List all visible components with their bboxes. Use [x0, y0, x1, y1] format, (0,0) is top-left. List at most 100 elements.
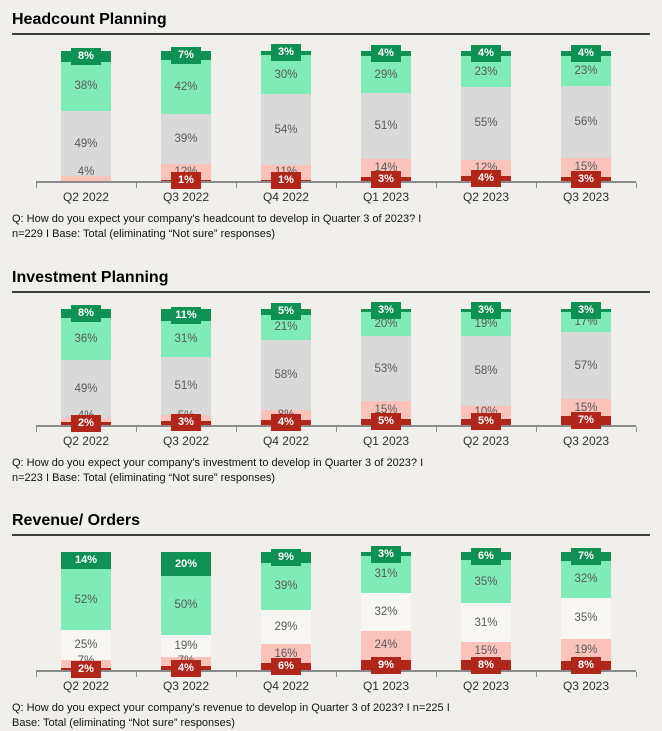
- chart-title-revenue: Revenue/ Orders: [12, 512, 141, 530]
- stacked-bar: 11%31%51%5%3%: [161, 306, 211, 432]
- data-label-callout: 20%: [170, 555, 202, 573]
- x-axis-tick-label: Q3 2022: [162, 433, 210, 448]
- axis-tick: [636, 183, 637, 188]
- data-label-callout: 3%: [471, 302, 501, 320]
- data-label: 15%: [374, 403, 398, 416]
- data-label-callout: 5%: [371, 413, 401, 431]
- data-label-callout: 9%: [271, 549, 301, 567]
- stacked-bar: 9% 39% 29% 16% 6%: [261, 549, 311, 676]
- axis-tick: [336, 672, 337, 678]
- data-label: 31%: [374, 568, 398, 581]
- data-label-callout: 11%: [171, 306, 201, 324]
- axis-tick: [136, 183, 137, 188]
- bar-segment-neutral_middle: [261, 609, 311, 645]
- data-label: 50%: [174, 599, 198, 612]
- bar-segment-neutral_middle: [561, 597, 611, 639]
- data-label: 19%: [574, 643, 598, 656]
- data-label: 58%: [274, 369, 298, 382]
- bar-column: 14%52%25%7%2%: [36, 542, 136, 678]
- stacked-bar: 6% 35% 31% 15% 8%: [461, 547, 511, 674]
- data-label-callout: 4%: [171, 659, 201, 677]
- data-label: 53%: [374, 362, 398, 375]
- data-label: 16%: [274, 647, 298, 660]
- bar-segment-neutral_middle: [461, 335, 511, 407]
- chart-title-headcount: Headcount Planning: [12, 11, 167, 28]
- caption-line: Q: How do you expect your company's head…: [12, 213, 422, 225]
- stacked-bar: 20%50%19%7%4%: [161, 552, 211, 677]
- headcount-chart: 8%38%49%4%7%42%39%12%1%3%30%54%11%1%4%29…: [36, 41, 637, 204]
- bar-column: 7% 32% 35% 19% 8%: [536, 542, 636, 675]
- bar-column: 4% 29% 51% 14% 3%: [336, 41, 436, 188]
- data-label: 4%: [77, 166, 95, 178]
- stacked-bar: 3% 17% 57% 15% 7%: [561, 301, 611, 430]
- bar-segment-neutral_middle: [361, 336, 411, 401]
- bar-segment-neutral_middle: [261, 94, 311, 166]
- bar-segment-neutral_middle: [161, 114, 211, 165]
- bar-segment-light_green: [61, 61, 111, 112]
- bar-column: 4% 23% 55% 12% 4%: [436, 41, 536, 187]
- stacked-bar: 3% 31% 32% 24% 9%: [361, 545, 411, 674]
- stacked-bar: 4% 23% 55% 12% 4%: [461, 45, 511, 187]
- x-axis-tick-label: Q2 2023: [462, 433, 510, 448]
- x-axis-tick-label: Q4 2022: [262, 433, 310, 448]
- data-label-callout: 3%: [171, 414, 201, 432]
- data-label: 24%: [374, 639, 398, 652]
- bar-segment-light_green: [261, 54, 311, 95]
- data-label: 29%: [274, 620, 298, 633]
- x-axis-tick-label: Q3 2022: [162, 679, 210, 694]
- plot-area: 14%52%25%7%2%20%50%19%7%4%9%39%29%16%6%3…: [36, 542, 637, 678]
- chart-title-investment: Investment Planning: [12, 268, 169, 286]
- bar-segment-light_green: [61, 318, 111, 361]
- data-label: 15%: [474, 645, 498, 658]
- bar-segment-light_red: [61, 175, 111, 181]
- section-headcount: Headcount Planning 8%38%49%4%7%42%39%12%…: [0, 0, 662, 258]
- x-axis-labels: Q2 2022 Q3 2022 Q4 2022 Q1 2023 Q2 2023 Q3 20…: [36, 190, 636, 204]
- bar-segment-neutral_middle: [461, 603, 511, 642]
- axis-tick: [436, 426, 437, 432]
- bar-segment-neutral_middle: [61, 111, 111, 176]
- data-label-callout: 3%: [371, 302, 401, 319]
- data-label: 19%: [474, 317, 498, 330]
- data-label: 55%: [474, 117, 498, 130]
- data-label: 56%: [574, 115, 598, 128]
- data-label-callout: 1%: [271, 171, 301, 189]
- data-label-callout: 8%: [71, 304, 101, 322]
- stacked-bar: 3% 20% 53% 15% 5%: [361, 302, 411, 431]
- data-label-callout: 4%: [471, 45, 501, 63]
- title-rule: [12, 290, 650, 293]
- x-axis-tick-label: Q1 2023: [362, 433, 410, 448]
- title-rule: [12, 33, 650, 35]
- bar-segment-neutral_middle: [361, 93, 411, 160]
- data-label: 15%: [574, 161, 598, 174]
- data-label-callout: 7%: [571, 412, 601, 430]
- data-label-callout: 6%: [471, 547, 501, 565]
- data-label-callout: 4%: [571, 45, 601, 63]
- data-label-callout: 4%: [471, 169, 501, 187]
- stacked-bar: 8% 38% 49% 4%: [61, 47, 111, 181]
- data-label: 23%: [574, 64, 598, 77]
- axis-tick: [636, 672, 637, 678]
- axis-tick: [336, 183, 337, 188]
- bar-segment-light_green: [361, 56, 411, 94]
- data-label: 29%: [374, 68, 398, 81]
- axis-tick: [236, 672, 237, 678]
- x-axis-tick-label: Q2 2023: [462, 679, 510, 694]
- x-axis-tick-label: Q3 2023: [562, 190, 610, 204]
- caption-line: Q: How do you expect your company's inve…: [12, 456, 424, 469]
- data-label-callout: 4%: [371, 45, 401, 63]
- title-rule: [12, 534, 650, 537]
- x-axis-labels: Q2 2022 Q3 2022 Q4 2022 Q1 2023 Q2 2023 Q3 20…: [36, 679, 636, 693]
- x-axis-tick-label: Q3 2022: [162, 190, 210, 204]
- chart-caption: Q: How do you expect your company's head…: [12, 212, 650, 242]
- bar-column: 3%19%58%10%5%: [436, 299, 536, 431]
- data-label: 15%: [574, 401, 598, 414]
- bar-segment-neutral_middle: [461, 86, 511, 160]
- spacer: [12, 485, 650, 501]
- data-label: 39%: [274, 580, 298, 593]
- chart-caption: Q: How do you expect your company's inve…: [12, 456, 650, 486]
- data-label: 42%: [174, 81, 198, 94]
- data-label: 31%: [474, 616, 498, 629]
- axis-tick: [336, 426, 337, 432]
- data-label: 17%: [574, 316, 598, 329]
- axis-tick: [36, 426, 37, 432]
